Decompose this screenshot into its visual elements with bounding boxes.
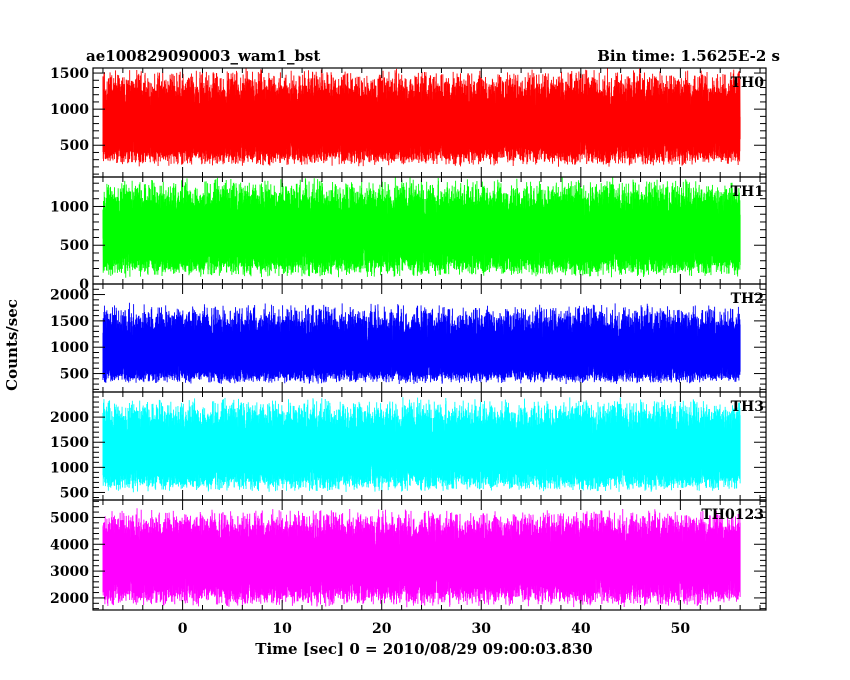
y-tick-label: 4000 (50, 537, 89, 553)
x-axis-label: Time [sec] 0 = 2010/08/29 09:00:03.830 (255, 640, 592, 658)
panel-label: TH0123 (701, 507, 764, 523)
panel-stack: 50010001500TH005001000TH1500100015002000… (50, 66, 767, 637)
y-axis-label: Counts/sec (3, 299, 21, 391)
x-tick-label: 10 (272, 621, 292, 637)
x-tick-label: 40 (571, 621, 591, 637)
y-tick-label: 1500 (50, 66, 89, 82)
x-tick-label: 30 (472, 621, 492, 637)
panel-th2: 500 1000 1500 2000 TH2 (50, 283, 767, 393)
series-line-th3 (102, 397, 741, 493)
series-line-th1 (102, 177, 741, 278)
file-name-title: ae100829090003_wam1_bst (86, 47, 320, 65)
y-tick-label: 0 (79, 277, 89, 293)
y-tick-label: 1000 (50, 102, 89, 118)
y-tick-label: 500 (60, 367, 89, 383)
x-tick-label: 20 (372, 621, 392, 637)
panel-frame (92, 499, 767, 611)
y-tick-label: 1000 (50, 340, 89, 356)
y-tick-label: 2000 (50, 591, 89, 607)
bin-time-label: Bin time: 1.5625E-2 s (597, 47, 780, 65)
series-line-th2 (102, 302, 741, 385)
panel-label: TH3 (731, 399, 764, 415)
y-tick-label: 1000 (50, 199, 89, 215)
panel-label: TH0 (731, 75, 765, 91)
y-tick-label: 3000 (50, 564, 89, 580)
y-tick-label: 500 (60, 238, 89, 254)
panel-label: TH2 (731, 291, 764, 307)
y-tick-label: 500 (60, 138, 89, 154)
series-line-th0 (102, 68, 741, 167)
y-tick-label: 2000 (50, 288, 89, 304)
panel-th0: 500 1000 1500 TH0 (50, 66, 767, 178)
panel-label: TH1 (731, 184, 764, 200)
series-line-th0123 (102, 508, 741, 608)
y-tick-label: 1500 (50, 314, 89, 330)
y-tick-label: 2000 (50, 410, 89, 426)
y-tick-label: 1500 (50, 435, 89, 451)
panel-th1: 0 500 1000 TH1 (50, 176, 767, 293)
panel-th3: 500 1000 1500 2000 TH3 (50, 391, 767, 501)
y-tick-label: 1000 (50, 460, 89, 476)
y-tick-label: 5000 (50, 510, 89, 526)
panel-th0123: 2000 3000 4000 5000 TH0123 (50, 499, 767, 611)
y-tick-label: 500 (60, 485, 89, 501)
x-tick-label: 50 (671, 621, 691, 637)
x-tick-label: 0 (178, 621, 188, 637)
